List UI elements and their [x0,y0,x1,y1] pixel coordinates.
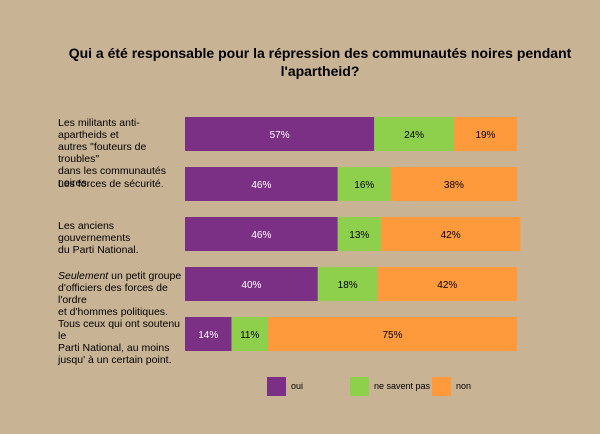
category-label-line: Tous ceux qui ont soutenu le [58,318,188,342]
data-label-ne-savent-pas-1: 24% [404,130,424,141]
data-label-ne-savent-pas-5: 11% [240,330,259,341]
category-label-line: Les militants anti-apartheids et [58,117,188,141]
bar-non-2 [390,167,517,201]
legend-swatch [350,377,369,396]
data-label-non-5: 75% [382,330,402,341]
data-label-oui-2: 46% [251,180,271,191]
bar-oui-1 [185,117,375,151]
bar-oui-3 [185,217,338,251]
bar-oui-2 [185,167,338,201]
category-label-text: et d'hommes politiques. [58,306,168,318]
category-label-text: jusqu' à un certain point. [58,354,172,366]
legend-swatch [432,377,451,396]
legend-label: non [456,381,472,391]
bar-ne-savent-pas-5 [231,317,268,351]
bar-ne-savent-pas-4 [317,267,378,301]
category-label-line: Les anciens gouvernements [58,220,188,244]
data-label-non-4: 42% [437,280,457,291]
data-label-oui-3: 46% [251,230,271,241]
bar-ne-savent-pas-3 [337,217,381,251]
category-label-line: du Parti National. [58,244,188,256]
category-label-text: autres "fouteurs de troubles" [58,141,147,165]
chart-title: Qui a été responsable pour la répression… [68,45,572,79]
category-label-4: Seulement un petit groupe d'officiers des… [58,270,188,318]
category-label-line: et d'hommes politiques. [58,306,188,318]
category-label-line: d'officiers des forces de l'ordre [58,282,188,306]
data-label-oui-4: 40% [241,280,261,291]
category-label-text: Les forces de sécurité. [58,178,164,190]
data-label-ne-savent-pas-3: 13% [349,230,369,241]
category-label-text: un petit groupe [108,270,182,282]
category-label-1: Les militants anti-apartheids et autres "… [58,117,188,189]
legend-label: oui [291,381,304,391]
category-label-5: Tous ceux qui ont soutenu le Parti Nation… [58,318,188,366]
category-label-text: Parti National, au moins [58,342,170,354]
bar-non-3 [380,217,521,251]
category-label-text: Tous ceux qui ont soutenu le [58,318,181,342]
data-label-ne-savent-pas-4: 18% [338,280,358,291]
category-label-line: Seulement un petit groupe [58,270,188,282]
data-label-non-1: 19% [475,130,495,141]
bar-non-1 [453,117,517,151]
legend-label: ne savent pas [374,381,431,391]
category-label-text: dans les communautés noires. [58,165,166,189]
data-label-oui-1: 57% [270,130,290,141]
category-label-line: Parti National, au moins [58,342,188,354]
bar-oui-5 [185,317,232,351]
category-label-text: d'officiers des forces de l'ordre [58,282,168,306]
data-label-oui-5: 14% [198,330,218,341]
category-label-line: dans les communautés noires. [58,165,188,189]
category-label-text: du Parti National. [58,244,139,256]
data-label-ne-savent-pas-2: 16% [354,180,374,191]
data-label-non-2: 38% [444,180,464,191]
category-label-line: autres "fouteurs de troubles" [58,141,188,165]
bar-ne-savent-pas-1 [374,117,454,151]
category-label-3: Les anciens gouvernements du Parti Nation… [58,220,188,256]
category-label-text: Les anciens gouvernements [58,220,131,244]
category-label-line: jusqu' à un certain point. [58,354,188,366]
category-label-line: Les forces de sécurité. [58,178,188,190]
category-label-emphasis: Seulement [58,270,109,282]
category-label-2: Les forces de sécurité. [58,178,188,190]
bar-non-5 [268,317,517,351]
bar-ne-savent-pas-2 [337,167,391,201]
category-label-text: Les militants anti-apartheids et [58,117,140,141]
bar-oui-4 [185,267,318,301]
legend-swatch [267,377,286,396]
bar-non-4 [377,267,517,301]
data-label-non-3: 42% [441,230,461,241]
